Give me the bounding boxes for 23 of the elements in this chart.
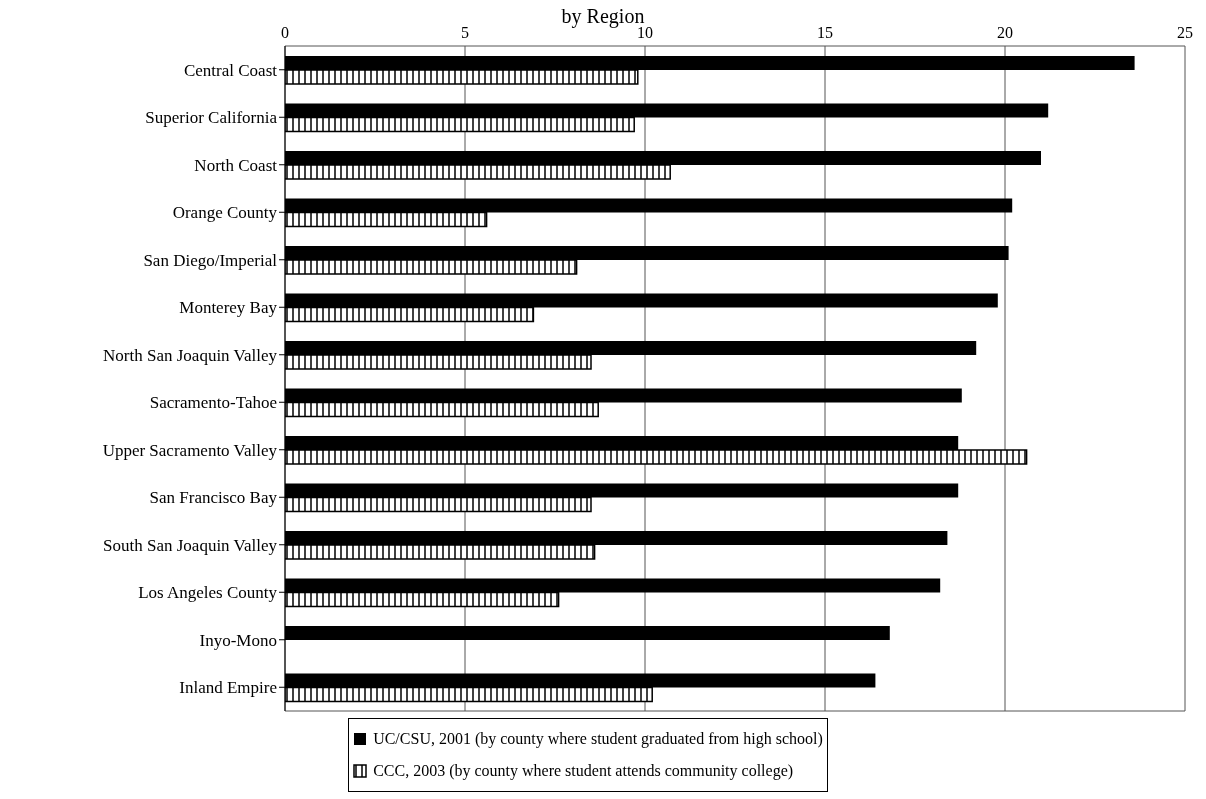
y-tick-label: North Coast	[194, 155, 278, 175]
y-tick-label: San Diego/Imperial	[143, 250, 278, 270]
y-tick-label: Orange County	[172, 203, 278, 223]
legend-label: CCC, 2003 (by county where student attends community college)	[373, 762, 794, 780]
y-tick-label: Los Angeles County	[138, 583, 278, 603]
x-tick-label: 25	[1177, 24, 1193, 41]
y-tick-label: Upper Sacramento Valley	[102, 440, 278, 460]
y-tick-label: Superior California	[145, 108, 278, 128]
x-tick-label: 10	[637, 24, 653, 41]
y-tick-label: Central Coast	[183, 60, 278, 80]
y-tick-label: Inyo-Mono	[199, 630, 277, 650]
x-tick-label: 20	[997, 24, 1013, 41]
y-tick-label: North San Joaquin Valley	[103, 345, 278, 365]
legend-label: UC/CSU, 2001 (by county where student graduated from high school)	[373, 730, 823, 748]
x-tick-label: 5	[461, 24, 469, 41]
x-tick-label: 15	[817, 24, 833, 41]
x-tick-label: 0	[281, 24, 289, 41]
y-tick-label: Inland Empire	[179, 678, 277, 698]
chart-title: by Region	[560, 5, 645, 27]
y-tick-label: San Francisco Bay	[149, 488, 278, 508]
y-tick-label: South San Joaquin Valley	[103, 535, 278, 555]
y-tick-label: Monterey Bay	[179, 298, 278, 318]
y-tick-label: Sacramento-Tahoe	[149, 393, 277, 413]
